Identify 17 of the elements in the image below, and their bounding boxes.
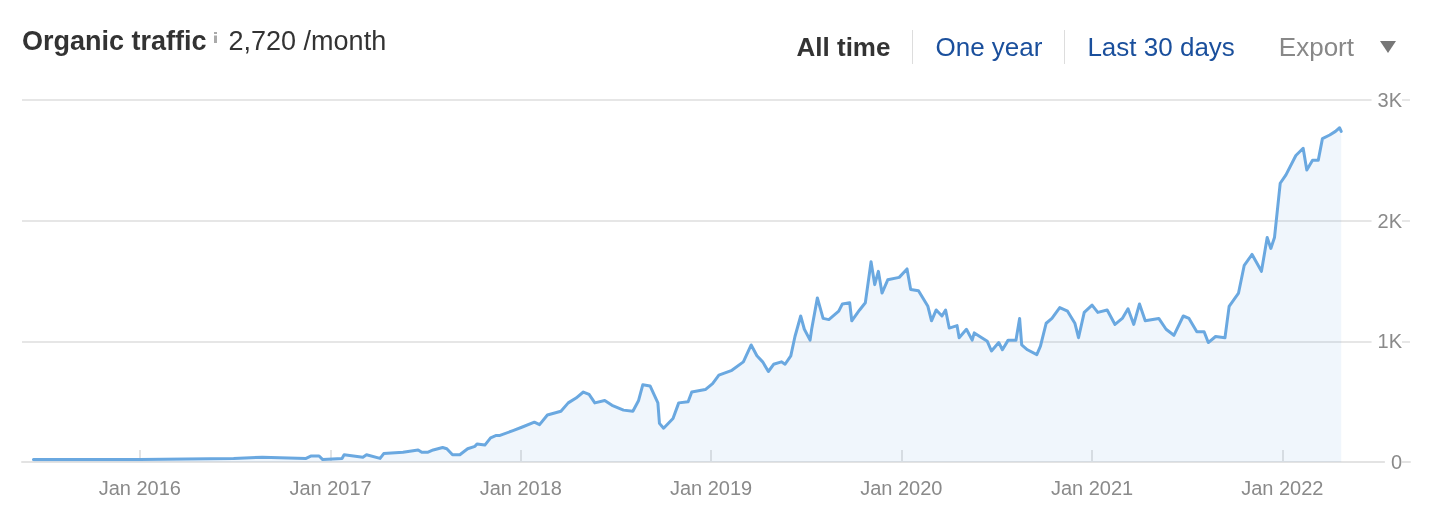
x-tick-label: Jan 2021	[1050, 477, 1134, 499]
text: All time	[796, 32, 891, 62]
x-tick-label: Jan 2022	[1241, 477, 1324, 499]
x-tick-label: Jan 2018	[479, 477, 562, 499]
text: One year	[935, 32, 1043, 62]
x-tick-label: Jan 2019	[669, 477, 753, 499]
chart-subtitle: 2,720 /month	[228, 26, 387, 57]
text: Last 30 days	[1087, 32, 1235, 62]
y-tick-label: 3K	[1377, 89, 1403, 111]
y-tick-label: 1K	[1377, 330, 1403, 353]
text: Export	[1278, 31, 1354, 64]
x-tick-label: Jan 2017	[289, 477, 372, 499]
chart-title: Organic traffic	[22, 26, 207, 57]
y-tick-label: 2K	[1377, 209, 1403, 232]
x-tick-label: Jan 2016	[98, 477, 181, 499]
y-tick-label: 0	[1390, 451, 1402, 473]
x-tick-label: Jan 2020	[860, 477, 943, 499]
